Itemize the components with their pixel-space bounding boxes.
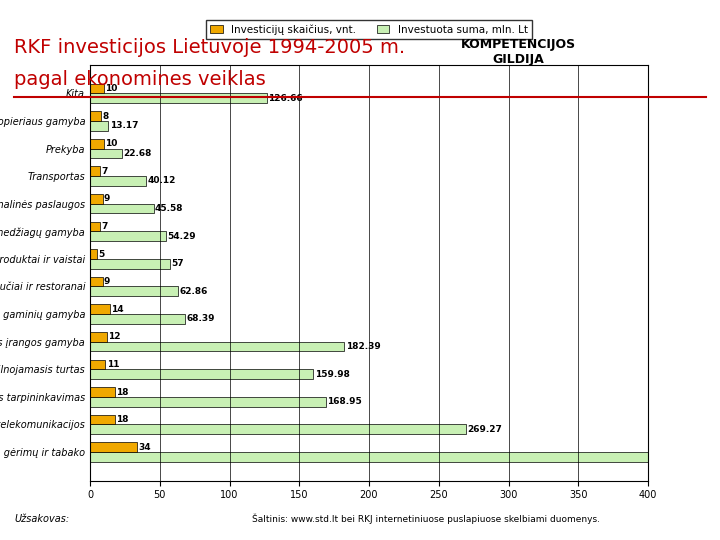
Text: RKF investicijos Lietuvoje 1994-2005 m.: RKF investicijos Lietuvoje 1994-2005 m. xyxy=(14,38,405,57)
Text: 62.86: 62.86 xyxy=(179,287,207,296)
Text: 269.27: 269.27 xyxy=(467,425,502,434)
Bar xyxy=(90,194,102,204)
Legend: Investicijų skaičius, vnt., Investuota suma, mln. Lt: Investicijų skaičius, vnt., Investuota s… xyxy=(206,20,532,39)
Text: 18: 18 xyxy=(117,388,129,396)
Bar xyxy=(90,342,344,352)
Text: 168.95: 168.95 xyxy=(327,397,362,406)
Text: 22.68: 22.68 xyxy=(123,149,151,158)
Text: Užsakovas:: Užsakovas: xyxy=(14,514,70,524)
Bar xyxy=(90,305,109,314)
Text: 9: 9 xyxy=(104,194,110,204)
Text: 159.98: 159.98 xyxy=(315,369,349,379)
Text: 12: 12 xyxy=(108,332,121,341)
Bar xyxy=(90,387,115,397)
Bar xyxy=(90,249,97,259)
Bar xyxy=(90,84,104,93)
Bar xyxy=(90,221,100,231)
Bar xyxy=(90,277,102,287)
Bar xyxy=(90,314,186,324)
Bar xyxy=(90,176,146,186)
Text: pagal ekonomines veiklas: pagal ekonomines veiklas xyxy=(14,70,266,89)
Bar xyxy=(90,121,109,131)
Bar xyxy=(90,452,720,462)
Text: 68.39: 68.39 xyxy=(186,314,215,323)
Bar xyxy=(90,332,107,342)
Bar xyxy=(90,93,266,103)
Text: 126.66: 126.66 xyxy=(268,93,302,103)
Text: 57: 57 xyxy=(171,259,184,268)
Bar xyxy=(90,415,115,424)
Text: 182.39: 182.39 xyxy=(346,342,381,351)
Bar xyxy=(90,231,166,241)
Bar xyxy=(90,166,100,176)
Text: 54.29: 54.29 xyxy=(167,232,196,241)
Bar xyxy=(90,139,104,148)
Text: 13.17: 13.17 xyxy=(109,122,138,130)
Bar xyxy=(90,204,153,213)
Text: 5: 5 xyxy=(99,249,104,259)
Bar xyxy=(90,397,325,407)
Text: 7: 7 xyxy=(101,167,107,176)
Text: Šaltinis: www.std.lt bei RKJ internetiniuose puslapiuose skelbiami duomenys.: Šaltinis: www.std.lt bei RKJ internetini… xyxy=(252,514,600,524)
Text: 7: 7 xyxy=(101,222,107,231)
Bar xyxy=(90,369,313,379)
Text: 9: 9 xyxy=(104,277,110,286)
Bar xyxy=(90,111,101,121)
Text: 34: 34 xyxy=(139,443,151,452)
Text: 18: 18 xyxy=(117,415,129,424)
Text: 40.12: 40.12 xyxy=(148,177,176,185)
Bar xyxy=(90,442,138,452)
Text: 11: 11 xyxy=(107,360,120,369)
Text: 14: 14 xyxy=(111,305,124,314)
Text: KOMPETENCIJOS
GILDIJA: KOMPETENCIJOS GILDIJA xyxy=(461,38,576,66)
Bar xyxy=(90,259,169,268)
Bar xyxy=(90,287,178,296)
Bar xyxy=(90,360,105,369)
Text: 8: 8 xyxy=(102,112,109,120)
Bar xyxy=(90,424,466,434)
Text: 10: 10 xyxy=(105,139,118,148)
Text: 45.58: 45.58 xyxy=(155,204,184,213)
Text: 10: 10 xyxy=(105,84,118,93)
Bar xyxy=(90,148,122,158)
